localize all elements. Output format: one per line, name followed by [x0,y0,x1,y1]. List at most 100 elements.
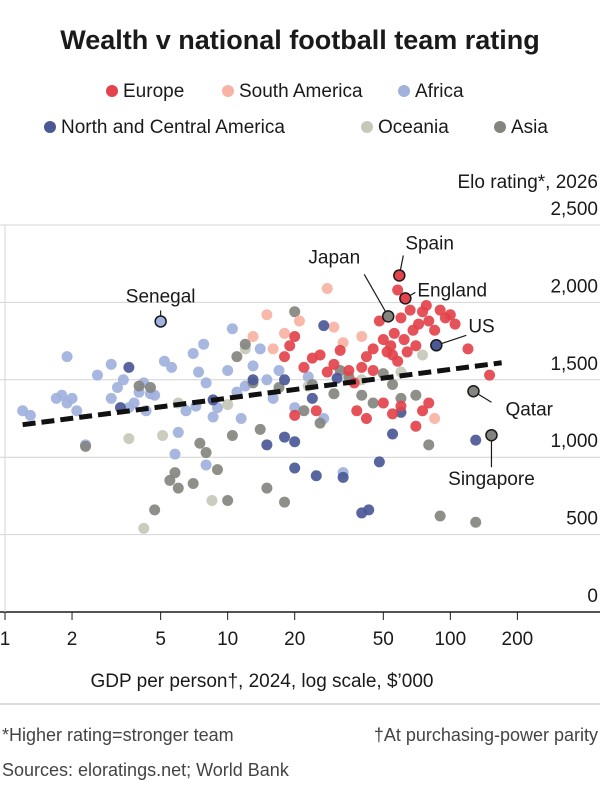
data-point [423,439,435,451]
data-point [123,361,135,373]
x-tick-label: 5 [155,629,166,650]
legend-swatch [398,85,410,97]
legend-swatch [494,121,506,133]
data-point [328,388,340,400]
annotated-point [399,292,412,305]
data-point [261,309,273,321]
annotation-label: Qatar [505,399,553,420]
data-point [254,423,266,435]
annotated-point [381,310,395,323]
annotation-label: Spain [405,233,454,254]
y-tick-label: 1,500 [550,354,598,375]
data-point [254,343,266,355]
data-point [289,306,301,318]
data-point [91,369,103,381]
data-point [351,405,363,417]
x-tick-label: 2 [67,629,78,650]
data-point [172,426,184,438]
data-point [470,434,482,446]
legend-swatch [44,121,56,133]
data-point [235,413,247,424]
annotation-label: Senegal [126,286,196,307]
data-point [111,382,123,394]
data-point [373,315,385,327]
data-point [267,392,279,404]
data-point [144,382,156,394]
data-point [401,346,413,358]
x-tick-label: 10 [217,629,238,650]
data-point [187,478,199,490]
data-point [429,413,441,424]
data-point [331,372,343,384]
data-point [289,402,301,414]
data-point [434,304,446,316]
data-point [279,496,291,508]
x-tick-label: 20 [284,629,305,650]
data-point [247,374,259,386]
legend-label: Oceania [378,117,449,138]
data-point [222,495,234,507]
data-point [334,344,346,356]
data-point [423,397,435,409]
data-point [293,315,305,327]
data-point [318,320,330,332]
data-point [385,340,397,352]
annotated-point [154,315,167,328]
annotated-point [467,385,480,398]
data-point [194,437,206,449]
data-point [166,361,178,373]
data-point [328,321,340,333]
data-point [310,470,322,482]
data-point [423,315,435,327]
data-point [429,324,441,336]
data-point [128,397,140,409]
data-point [356,330,368,342]
data-point [337,471,349,483]
trend-line [22,360,502,428]
data-point [222,399,234,411]
data-point [273,365,285,377]
data-point [289,330,301,342]
data-point [200,459,212,471]
data-point [388,327,400,339]
x-tick-label: 200 [502,629,534,650]
data-point [284,340,296,352]
data-point [387,428,399,440]
data-point [321,366,333,378]
data-point [377,334,389,346]
data-point [279,327,291,339]
data-point [279,431,291,443]
data-point [206,495,218,507]
data-point [261,439,273,451]
data-point [434,510,446,522]
data-point [328,358,340,370]
data-point [158,355,170,367]
data-point [211,464,223,476]
data-point [80,440,92,452]
data-point [24,409,36,421]
data-point [71,405,83,417]
data-point [207,411,219,423]
data-point [484,369,496,381]
data-point [169,448,181,460]
legend-label: Africa [415,81,464,102]
data-point [289,409,301,421]
data-point [226,430,238,442]
data-point [387,408,399,420]
data-point [239,338,251,350]
data-point [298,361,310,373]
y-axis-label: Elo rating*, 2026 [458,172,599,193]
data-point [356,361,368,373]
annotated-point [393,269,406,282]
legend-swatch [106,85,118,97]
data-point [417,405,429,417]
data-point [149,504,161,516]
data-point [247,360,259,372]
data-point [222,365,234,377]
y-tick-label: 2,000 [550,276,598,297]
data-point [279,351,291,363]
legend-label: Europe [123,81,184,102]
y-tick-label: 2,500 [550,199,598,220]
data-point [367,397,379,409]
